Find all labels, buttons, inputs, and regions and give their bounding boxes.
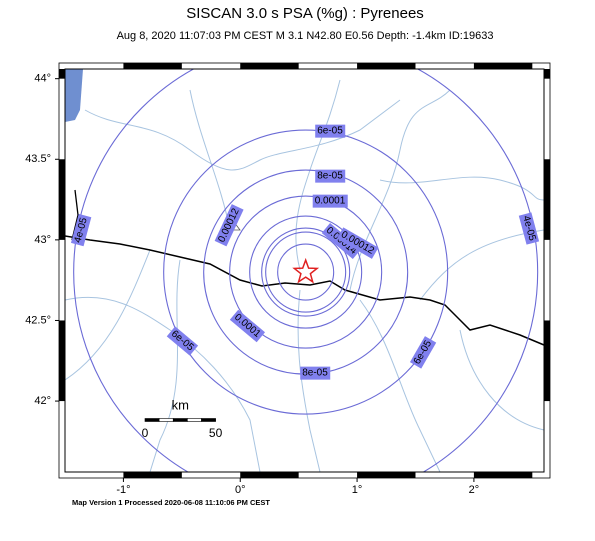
title: SISCAN 3.0 s PSA (%g) : Pyrenees [186,5,424,22]
contour [163,129,449,415]
scale-bar-unit: km [172,397,189,412]
contour-label-box [229,309,266,343]
contour-label-box [214,204,244,247]
contour-label-box [336,227,379,259]
contour [249,215,363,329]
scale-bar-segment [172,418,188,422]
frame-band [240,63,299,69]
y-tick-label: 44° [34,73,51,85]
subtitle: Aug 8, 2020 11:07:03 PM CEST M 3.1 N42.8… [117,30,494,42]
frame-band [240,472,299,478]
contour-label-text: 8e-05 [317,171,343,182]
contour-label: 8e-05 [315,169,346,183]
contour-label-text: 8e-05 [302,368,328,379]
scale-bar-start: 0 [142,426,149,440]
frame-outline [58,62,551,479]
scale-bar-segment [144,418,160,422]
frame-band [123,472,182,478]
frame-band [123,63,182,69]
contour-label-box [70,213,92,247]
frame-band [59,69,65,79]
contour-label-text: 0.0001 [315,196,346,207]
contour-label-box [312,194,348,208]
sea [65,69,83,122]
map-area: 6e-058e-050.00010.000140.000124e-054e-05… [65,69,544,472]
contour-label-box [300,366,331,380]
footer: Map Version 1 Processed 2020-06-08 11:10… [72,498,270,507]
contour-label-box [166,326,199,356]
contour-label-text: 6e-05 [317,126,343,137]
frame-band [59,159,65,240]
contour-label: 4e-05 [518,212,540,245]
contour-label-box [315,169,346,183]
y-tick-label: 42.5° [25,314,51,326]
frame-band [544,320,550,402]
contour-label-box [409,336,437,369]
contour-label: 0.0001 [312,194,348,208]
overlay: km 0 50 [142,257,320,440]
contour [261,227,351,317]
y-tick-label: 42° [34,395,51,407]
frame-band [544,159,550,240]
scale-bar-segment [158,418,174,422]
y-tick-label: 43° [34,234,51,246]
frame: -1° 0° 1° 2° 42° 42.5° 43° 43.5° 44° [25,62,551,496]
land [65,69,544,472]
coastline [71,189,79,241]
contour [277,243,335,301]
scale-bar-segment [187,418,202,422]
epicenter [292,257,320,284]
contour [73,69,539,472]
scale-bar-segment [201,418,216,422]
contour [229,195,383,349]
frame-band [357,63,416,69]
contour-label: 6e-05 [315,124,346,138]
frame-band [59,320,65,402]
scale-bar-end: 50 [209,426,223,440]
x-tick-label: 2° [469,484,480,496]
contour-label-box [518,212,540,245]
contour-label: 8e-05 [300,366,331,380]
x-tick-label: 0° [235,484,246,496]
border [65,235,544,346]
frame-band [357,472,416,478]
contour-label: 4e-05 [70,213,92,247]
rivers [65,79,544,472]
frame-band [473,472,533,478]
frame-border [64,68,545,473]
x-tick-label: 1° [352,484,363,496]
frame-band [473,63,533,69]
contour [265,231,347,313]
frame-band [544,69,550,79]
x-tick-label: -1° [116,484,130,496]
y-tick-label: 43.5° [25,153,51,165]
contour-label-box [315,124,346,138]
